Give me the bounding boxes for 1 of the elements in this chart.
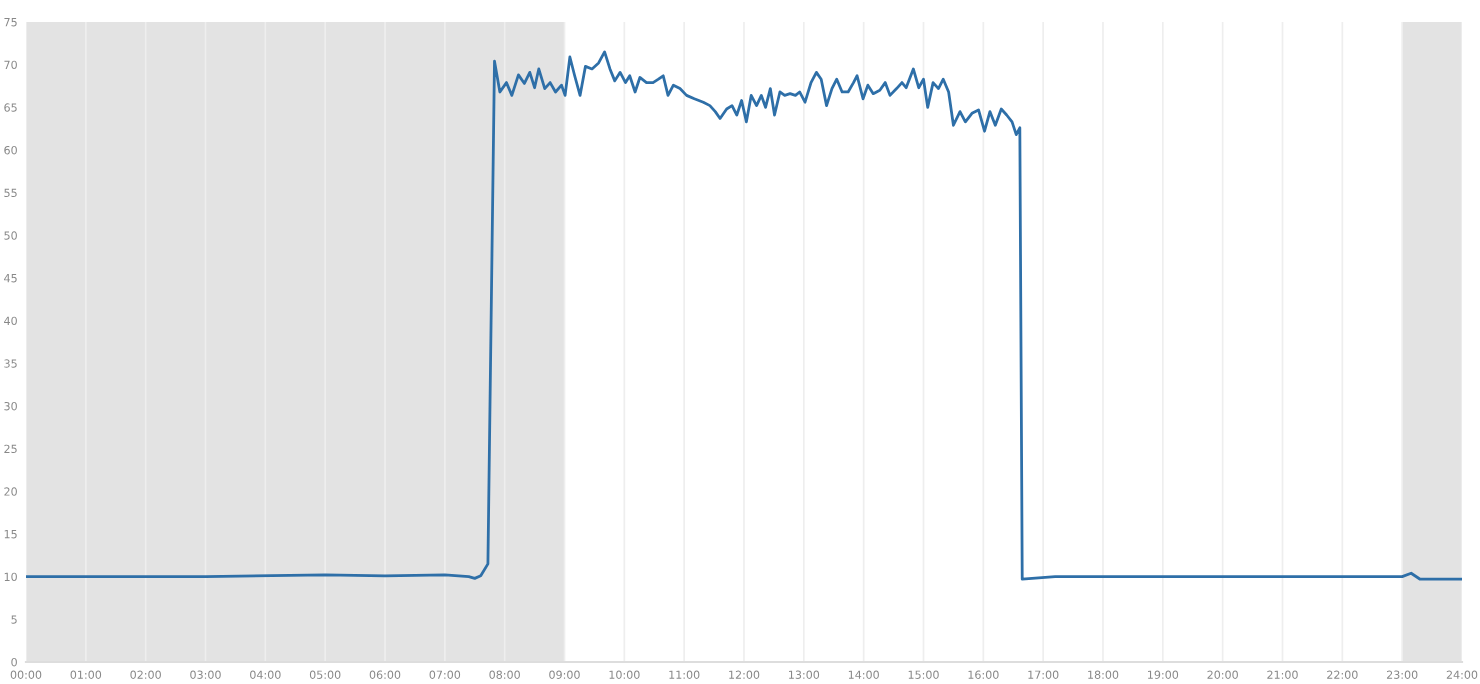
line-series [26,50,1462,581]
